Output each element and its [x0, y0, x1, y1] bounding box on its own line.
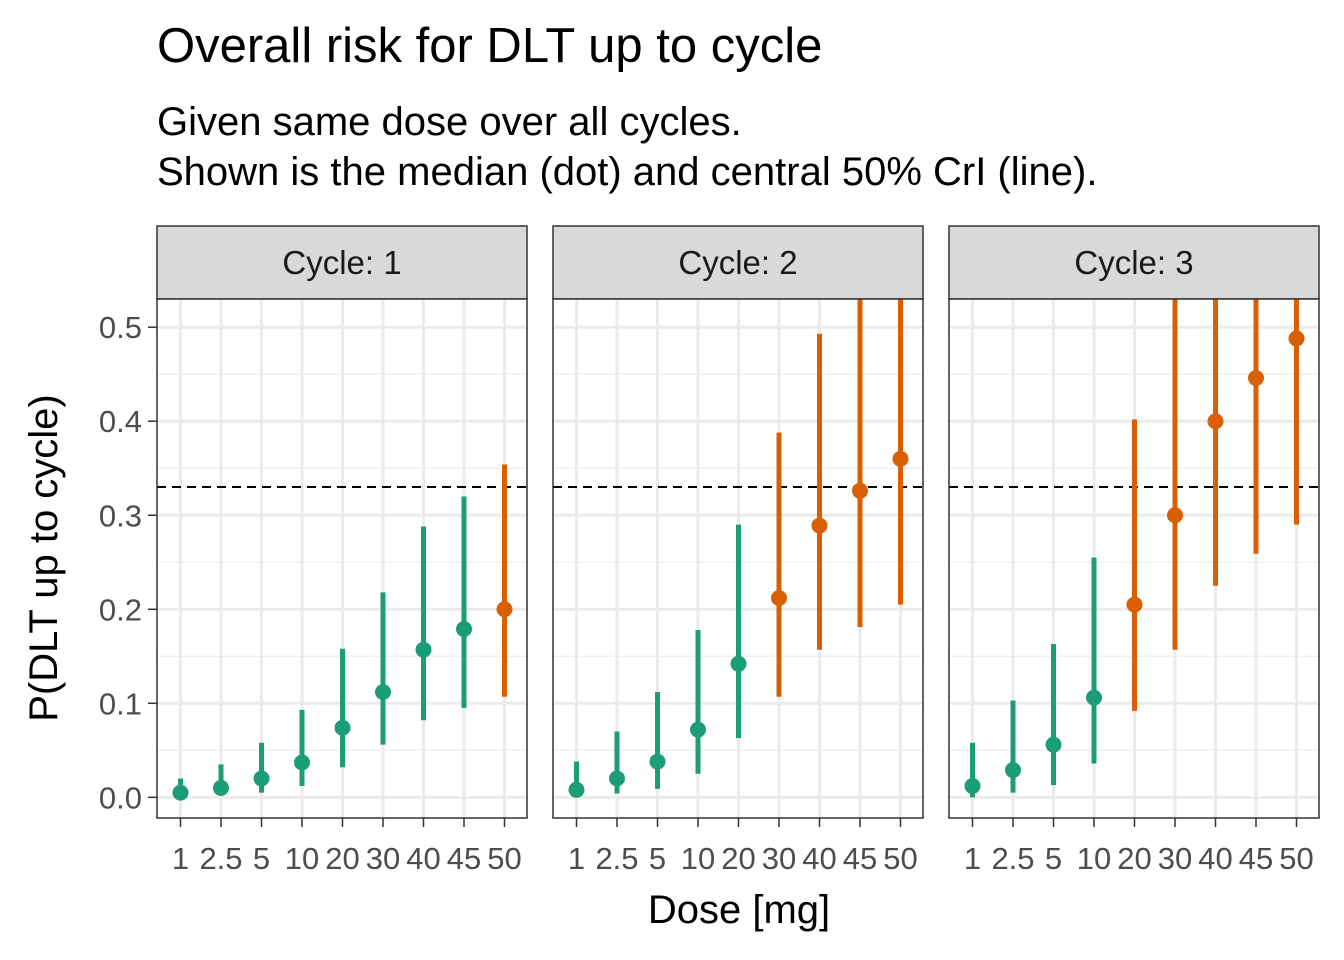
- strip-background: [552, 225, 924, 300]
- x-tick-label: 45: [447, 841, 481, 876]
- median-point: [1207, 413, 1224, 430]
- x-tick-label: 5: [649, 841, 666, 876]
- panel-3: Cycle: 3 1 2.5 5 10 20 30 40 45 50: [948, 225, 1320, 876]
- x-tick-label: 10: [1077, 841, 1111, 876]
- x-tick-label: 20: [325, 841, 359, 876]
- median-point: [1248, 369, 1264, 386]
- x-tick-label: 50: [487, 841, 521, 876]
- x-tick-label: 5: [1045, 841, 1062, 876]
- x-tick-label: 40: [406, 841, 440, 876]
- median-point: [456, 621, 472, 638]
- median-point: [213, 779, 229, 796]
- data-marks: [172, 464, 513, 801]
- y-tick-label: 0.0: [99, 780, 142, 815]
- median-point: [649, 753, 666, 770]
- y-tick-label: 0.1: [99, 686, 142, 721]
- x-tick-label: 2.5: [991, 841, 1034, 876]
- median-point: [811, 517, 828, 534]
- median-point: [609, 770, 625, 787]
- x-tick-label: 1: [964, 841, 981, 876]
- median-point: [496, 601, 513, 618]
- x-tick-label: 5: [253, 841, 270, 876]
- x-axis-title: Dose [mg]: [648, 888, 830, 932]
- x-tick-label: 2.5: [199, 841, 242, 876]
- chart-subtitle-line-2: Shown is the median (dot) and central 50…: [157, 150, 1098, 194]
- x-tick-label: 40: [802, 841, 836, 876]
- median-point: [1086, 689, 1102, 706]
- x-tick-label: 40: [1198, 841, 1232, 876]
- x-tick-label: 50: [1279, 841, 1313, 876]
- median-point: [1288, 330, 1305, 347]
- panel-1: Cycle: 1 1 2.5 5 10 20 30 40 45 50: [156, 225, 528, 876]
- strip-background: [156, 225, 528, 300]
- median-point: [1045, 736, 1062, 753]
- x-tick-label: 10: [285, 841, 319, 876]
- median-point: [771, 589, 787, 606]
- x-tick-label: 30: [762, 841, 796, 876]
- x-tick-label: 20: [1117, 841, 1151, 876]
- chart-title: Overall risk for DLT up to cycle: [157, 19, 823, 73]
- strip-label: Cycle: 1: [282, 244, 401, 281]
- x-tick-label: 2.5: [595, 841, 638, 876]
- median-point: [375, 684, 391, 701]
- x-tick-label: 20: [721, 841, 755, 876]
- median-point: [730, 655, 747, 672]
- median-point: [253, 770, 270, 787]
- panel-2: Cycle: 2 1 2.5 5 10 20 30 40 45 50: [552, 225, 924, 876]
- y-tick-label: 0.4: [99, 404, 142, 439]
- y-tick-label: 0.3: [99, 498, 142, 533]
- y-tick-label: 0.2: [99, 592, 142, 627]
- chart-subtitle-line-1: Given same dose over all cycles.: [157, 100, 742, 144]
- median-point: [172, 784, 189, 801]
- median-point: [1005, 762, 1021, 779]
- data-marks: [964, 299, 1305, 798]
- x-tick-label: 10: [681, 841, 715, 876]
- median-point: [1167, 507, 1183, 524]
- median-point: [568, 781, 585, 798]
- x-tick-label: 30: [366, 841, 400, 876]
- median-point: [415, 641, 432, 658]
- median-point: [294, 754, 310, 771]
- x-tick-label: 45: [843, 841, 877, 876]
- strip-label: Cycle: 2: [678, 244, 797, 281]
- median-point: [964, 778, 981, 795]
- data-marks: [568, 299, 909, 798]
- median-point: [852, 482, 868, 499]
- median-point: [1126, 596, 1143, 613]
- x-tick-label: 1: [568, 841, 585, 876]
- x-tick-label: 1: [172, 841, 189, 876]
- y-tick-label: 0.5: [99, 310, 142, 345]
- median-point: [690, 721, 706, 738]
- x-tick-label: 30: [1158, 841, 1192, 876]
- median-point: [892, 450, 909, 467]
- x-tick-label: 50: [883, 841, 917, 876]
- strip-label: Cycle: 3: [1074, 244, 1193, 281]
- median-point: [334, 719, 351, 736]
- x-tick-label: 45: [1239, 841, 1273, 876]
- y-axis-title: P(DLT up to cycle): [22, 394, 66, 722]
